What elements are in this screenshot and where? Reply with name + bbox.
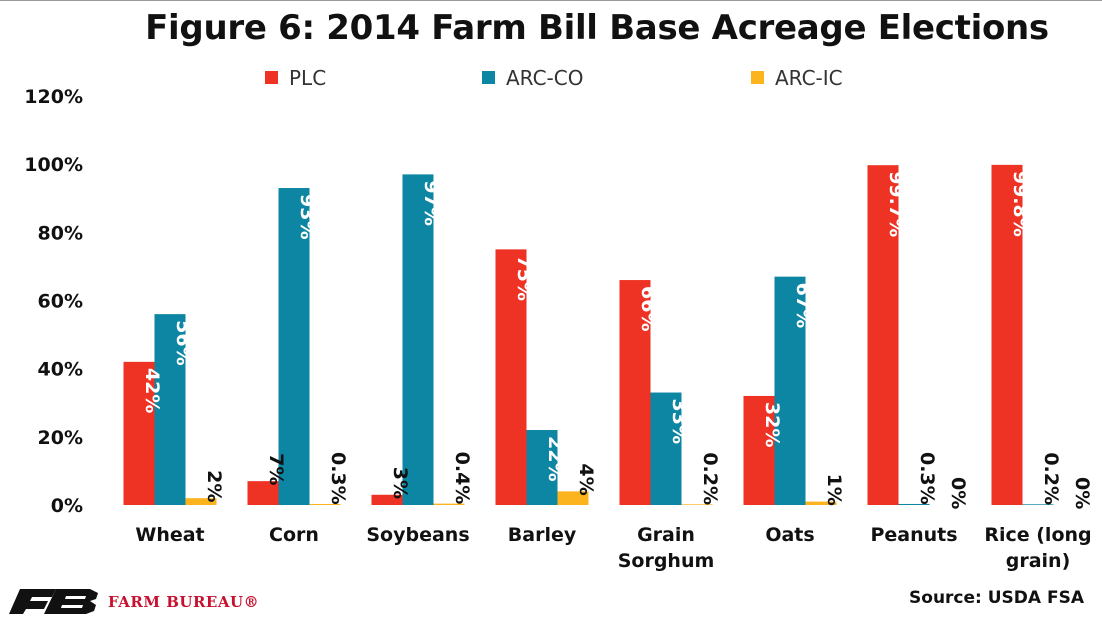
legend-label-arc-co: ARC-CO (506, 66, 583, 90)
data-label: 93% (296, 194, 318, 239)
data-label: 2% (203, 470, 225, 502)
data-label: 4% (575, 463, 597, 495)
data-label: 22% (544, 436, 566, 481)
bar-arc-co (898, 503, 930, 505)
data-label: 97% (420, 180, 442, 225)
y-axis: 0% 20% 40% 60% 80% 100% 120% (24, 86, 83, 517)
source-note: Source: USDA FSA (909, 588, 1084, 608)
bar-arc-co (650, 392, 682, 505)
bars (123, 164, 1054, 506)
top-border (0, 0, 1102, 1)
logo-wordmark: FARM BUREAU® (108, 593, 260, 611)
data-label: 0% (947, 477, 969, 509)
bar-plc (495, 249, 527, 505)
x-category-label: Soybeans (366, 524, 469, 546)
bar-arc-ic (681, 504, 713, 505)
y-tick-label: 120% (24, 86, 83, 108)
bar-plc (619, 280, 651, 505)
data-label: 3% (389, 467, 411, 499)
x-category-label: Grain Sorghum (618, 524, 715, 572)
data-label: 32% (761, 402, 783, 447)
x-category-line: grain) (1006, 550, 1071, 572)
bar-arc-ic (185, 498, 217, 505)
bar-arc-co (1022, 504, 1054, 505)
data-label: 0.3% (916, 452, 938, 505)
y-tick-label: 60% (38, 291, 83, 313)
x-category-label: Wheat (135, 524, 204, 546)
bar-arc-ic (433, 503, 465, 505)
data-label: 33% (668, 399, 690, 444)
bar-arc-ic (805, 501, 837, 505)
x-category-line: Corn (269, 524, 319, 546)
data-label: 1% (823, 474, 845, 506)
bar-arc-ic (557, 491, 589, 505)
bar-plc (123, 361, 155, 505)
data-label: 7% (265, 453, 287, 485)
x-category-line: Sorghum (618, 550, 715, 572)
bar-plc (743, 395, 775, 505)
farm-bureau-logo-icon (9, 589, 98, 614)
bar-arc-ic (309, 503, 341, 505)
data-label: 99.8% (1009, 171, 1031, 237)
chart-title: Figure 6: 2014 Farm Bill Base Acreage El… (145, 8, 1049, 48)
data-label: 0.3% (327, 452, 349, 505)
y-tick-label: 80% (38, 222, 83, 244)
data-label: 75% (513, 255, 535, 300)
x-category-line: Barley (508, 524, 577, 546)
y-tick-label: 100% (24, 154, 83, 176)
data-label: 66% (637, 286, 659, 331)
bar-arc-co (154, 314, 186, 505)
y-tick-label: 0% (51, 495, 83, 517)
x-category-line: Soybeans (366, 524, 469, 546)
data-label: 99.7% (885, 171, 907, 237)
legend-swatch-plc (265, 71, 278, 84)
legend: PLC ARC-CO ARC-IC (265, 66, 843, 90)
x-category-line: Oats (765, 524, 814, 546)
x-category-line: Rice (long (984, 524, 1091, 546)
data-labels: 42% 56% 2% 7% 93% 0.3% 3% 97% 0.4% 75% 22% 4% 66% 33%… (141, 171, 1093, 509)
x-axis: Wheat Corn Soybeans Barley Grain Sorghum Oats P… (135, 524, 1091, 572)
legend-swatch-arc-co (482, 71, 495, 84)
bar-arc-co (774, 276, 806, 505)
x-category-label: Barley (508, 524, 577, 546)
data-label: 42% (141, 368, 163, 413)
x-category-label: Oats (765, 524, 814, 546)
farm-bureau-logo: FARM BUREAU® (6, 587, 266, 615)
data-label: 67% (792, 283, 814, 328)
x-category-label: Corn (269, 524, 319, 546)
x-category-label: Peanuts (870, 524, 957, 546)
data-label: 0.2% (699, 452, 721, 505)
legend-label-arc-ic: ARC-IC (775, 66, 843, 90)
bar-arc-co (278, 188, 310, 505)
x-category-label: Rice (long grain) (984, 524, 1091, 572)
data-label: 0.4% (451, 452, 473, 505)
bar-arc-co (526, 430, 558, 505)
data-label: 0% (1071, 477, 1093, 509)
bar-plc (247, 481, 279, 505)
x-category-line: Grain (637, 524, 695, 546)
legend-label-plc: PLC (289, 66, 326, 90)
bar-plc (991, 164, 1023, 505)
bar-plc (867, 165, 899, 506)
x-category-line: Peanuts (870, 524, 957, 546)
x-category-line: Wheat (135, 524, 204, 546)
bar-arc-co (402, 174, 434, 505)
bar-plc (371, 494, 403, 505)
data-label: 56% (172, 320, 194, 365)
data-label: 0.2% (1040, 452, 1062, 505)
y-tick-label: 40% (38, 359, 83, 381)
y-tick-label: 20% (38, 427, 83, 449)
legend-swatch-arc-ic (751, 71, 764, 84)
